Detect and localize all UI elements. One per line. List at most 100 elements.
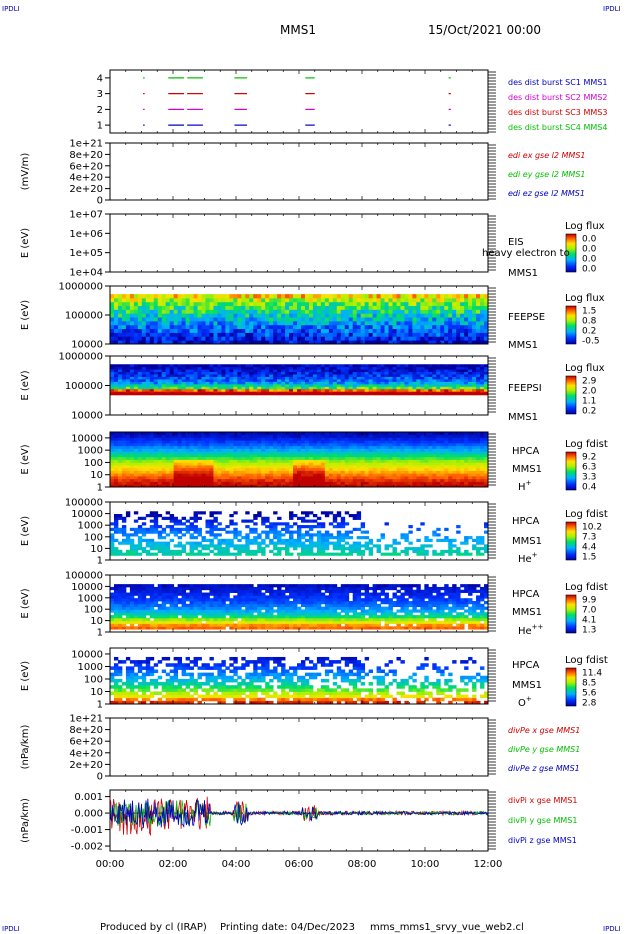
- feepse-cell: [428, 332, 433, 337]
- hpca_h-cell: [289, 476, 294, 480]
- feepse-cell: [117, 320, 123, 326]
- feepse-cell: [324, 324, 330, 330]
- feepse-cell: [181, 309, 186, 314]
- hpca_h-cell: [225, 476, 230, 480]
- feepsi-cell: [332, 369, 338, 373]
- feepsi-cell: [352, 374, 358, 377]
- hpca_h-cell: [249, 454, 254, 458]
- feepse-cell: [197, 297, 202, 303]
- hpca_h-cell: [173, 478, 179, 482]
- feepse-cell: [412, 340, 417, 345]
- feepsi-cell: [269, 369, 274, 373]
- hpca_h-cell: [372, 432, 377, 436]
- hpca_he-cell: [129, 533, 135, 537]
- feepse-cell: [110, 301, 115, 307]
- feepsi-cell: [261, 386, 266, 390]
- hpca_h-cell: [408, 484, 413, 488]
- feepse-cell: [221, 294, 226, 299]
- hpca_h-cell: [213, 445, 218, 449]
- hpca_h-cell: [117, 462, 123, 466]
- hpca_h-cell: [484, 445, 489, 449]
- hpca_h-cell: [110, 443, 115, 447]
- hpca_h-cell: [448, 484, 453, 488]
- feepse-cell: [133, 336, 139, 341]
- hpca_h-cell: [348, 476, 354, 480]
- hpca_h-cell: [348, 451, 354, 455]
- hpca_h-cell: [472, 454, 477, 458]
- hpca_h-cell: [257, 462, 262, 466]
- hpca_h-cell: [460, 432, 465, 436]
- feepse-cell: [332, 294, 338, 299]
- feepsi-cell: [392, 381, 397, 385]
- hpca_h-cell: [464, 476, 469, 480]
- hpca_h-cell: [420, 443, 425, 447]
- hpca_h-cell: [209, 443, 214, 447]
- feepse-cell: [376, 313, 381, 318]
- hpca_h-cell: [436, 484, 441, 488]
- hpca_h-cell: [113, 443, 119, 447]
- hpca_h-cell: [320, 476, 326, 480]
- feepse-cell: [121, 328, 127, 333]
- hpca_h-cell: [428, 445, 433, 449]
- feepsi-cell: [277, 364, 282, 368]
- hpca_h-cell: [201, 456, 206, 460]
- hpca_h-cell: [289, 470, 294, 474]
- edi-legend-entry: edi ez gse l2 MMS1: [508, 189, 585, 198]
- feepse-cell: [424, 294, 429, 299]
- hpca_h-cell: [332, 451, 338, 455]
- hpca_h-cell: [289, 456, 294, 460]
- hpca_h-cell: [392, 454, 397, 458]
- hpca_h-cell: [253, 432, 258, 436]
- feepsi-cell: [408, 364, 413, 368]
- hpca_h-cell: [448, 448, 453, 452]
- feepse-cell: [316, 328, 322, 333]
- feepsi-cell: [480, 388, 485, 392]
- hpca_h-cell: [348, 465, 354, 469]
- hpca_h-cell: [209, 445, 214, 449]
- feepsi-cell: [113, 381, 119, 385]
- hpca_h-cell: [177, 432, 183, 436]
- feepsi-cell: [392, 366, 397, 370]
- hpca_h-cell: [193, 443, 198, 447]
- feepse-cell: [157, 313, 163, 318]
- hpca_h-cell: [165, 478, 171, 482]
- hpca_h-cell: [472, 445, 477, 449]
- feepse-cell: [472, 324, 477, 330]
- feepsi-cell: [261, 369, 266, 373]
- feepsi-cell: [396, 383, 401, 387]
- hpca_h-cell: [336, 451, 342, 455]
- feepse-cell: [300, 305, 306, 310]
- hpca_h-cell: [452, 473, 457, 477]
- feepse-cell: [340, 313, 346, 318]
- hpca_h-cell: [328, 437, 334, 441]
- feepse-cell: [368, 332, 374, 337]
- feepse-cell: [360, 320, 366, 326]
- feepse-cell: [113, 340, 119, 345]
- hpca_h-cell: [245, 456, 250, 460]
- hpca_h-cell: [464, 462, 469, 466]
- hpca_h-cell: [117, 459, 123, 463]
- hpca_h-cell: [185, 451, 190, 455]
- feepsi-cell: [293, 374, 298, 377]
- feepsi-cell: [340, 381, 346, 385]
- feepsi-cell: [205, 376, 210, 380]
- feepsi-cell: [352, 364, 358, 368]
- feepse-cell: [352, 324, 358, 330]
- hpca_h-cell: [376, 467, 381, 471]
- feepse-cell: [392, 328, 397, 333]
- feepse-cell: [165, 297, 171, 303]
- feepsi-cell: [324, 369, 330, 373]
- hpca_h-cell: [241, 473, 246, 477]
- hpca_h-cell: [480, 443, 485, 447]
- hpca_h-cell: [193, 432, 198, 436]
- feepse-cell: [392, 340, 397, 345]
- hpca_h-cell: [320, 467, 326, 471]
- hpca_h-cell: [308, 434, 314, 438]
- hpca_h-cell: [273, 467, 278, 471]
- feepsi-cell: [157, 386, 163, 390]
- hpca_h-cell: [201, 462, 206, 466]
- feepse-cell: [324, 297, 330, 303]
- hpca_h-cell: [468, 456, 473, 460]
- hpca_h-cell: [157, 476, 163, 480]
- feepse-cell: [193, 332, 198, 337]
